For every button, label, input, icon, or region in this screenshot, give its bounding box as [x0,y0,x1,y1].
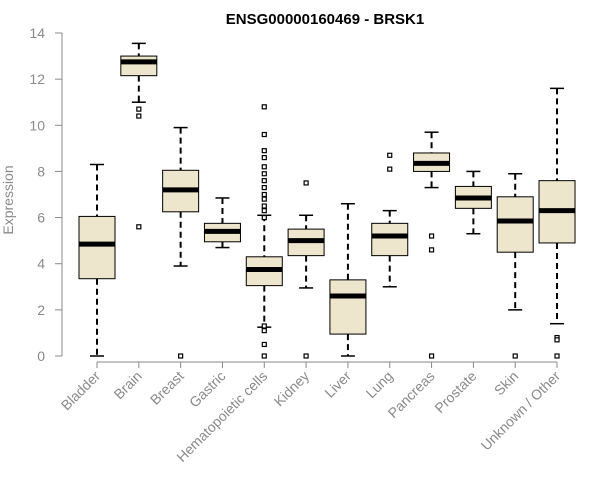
outlier-point [136,113,142,119]
box-kidney [287,180,325,359]
plot-area [78,42,576,359]
box-skin [496,172,534,359]
outlier-point [554,337,560,343]
iqr-box [496,196,534,253]
box-brain [120,42,158,230]
outlier-point [261,104,267,110]
y-tick-label: 0 [37,348,45,364]
outlier-point [554,353,560,359]
outlier-point [261,203,267,209]
outlier-point [261,178,267,184]
y-tick-label: 4 [37,256,45,272]
outlier-point [261,191,267,198]
outlier-point [303,353,309,359]
y-tick-label: 6 [37,210,45,226]
outlier-point [261,154,267,161]
x-tick-label: Unknown / Other [478,368,564,454]
outlier-point [428,233,435,239]
x-tick-label: Prostate [431,368,479,416]
box-hematopoietic-cells [245,104,283,359]
y-tick-label: 2 [37,302,45,318]
x-tick-label: Skin [491,368,522,399]
box-lung [371,152,409,288]
y-tick-label: 14 [29,25,45,41]
box-unknown-other [538,87,576,359]
outlier-point [261,214,267,221]
outlier-point [136,106,142,112]
outlier-point [428,353,435,359]
box-bladder [78,163,116,357]
outlier-point [387,152,393,158]
outlier-point [261,131,267,138]
outlier-point [261,328,267,334]
x-tick-label: Brain [111,368,145,402]
x-tick-label: Kidney [271,368,313,410]
outlier-point [387,166,393,172]
iqr-box [78,215,116,280]
outlier-point [428,247,435,253]
box-breast [162,126,200,359]
chart-title: ENSG00000160469 - BRSK1 [226,11,424,28]
outlier-point [261,208,267,214]
x-tick-label: Bladder [58,368,104,414]
outlier-point [261,171,267,177]
x-tick-label: Liver [321,368,354,401]
outlier-point [303,180,309,186]
box-prostate [454,170,492,235]
iqr-box [371,222,409,257]
outlier-point [512,353,518,359]
x-tick-label: Breast [147,368,187,408]
outlier-point [261,148,267,154]
y-tick-label: 8 [37,163,45,179]
outlier-point [261,196,267,202]
outlier-point [261,323,267,329]
outlier-point [261,353,267,359]
y-tick-label: 10 [29,117,45,133]
iqr-box [120,55,158,77]
outlier-point [261,164,267,170]
outlier-point [178,353,184,359]
box-liver [329,202,367,357]
y-axis-label: Expression [0,165,16,234]
outlier-point [136,224,142,230]
iqr-box [329,279,367,335]
y-tick-label: 12 [29,71,45,87]
x-tick-label: Lung [363,368,396,401]
outlier-point [261,341,267,348]
box-gastric [203,197,241,249]
outlier-point [261,184,267,191]
box-pancreas [413,131,451,359]
